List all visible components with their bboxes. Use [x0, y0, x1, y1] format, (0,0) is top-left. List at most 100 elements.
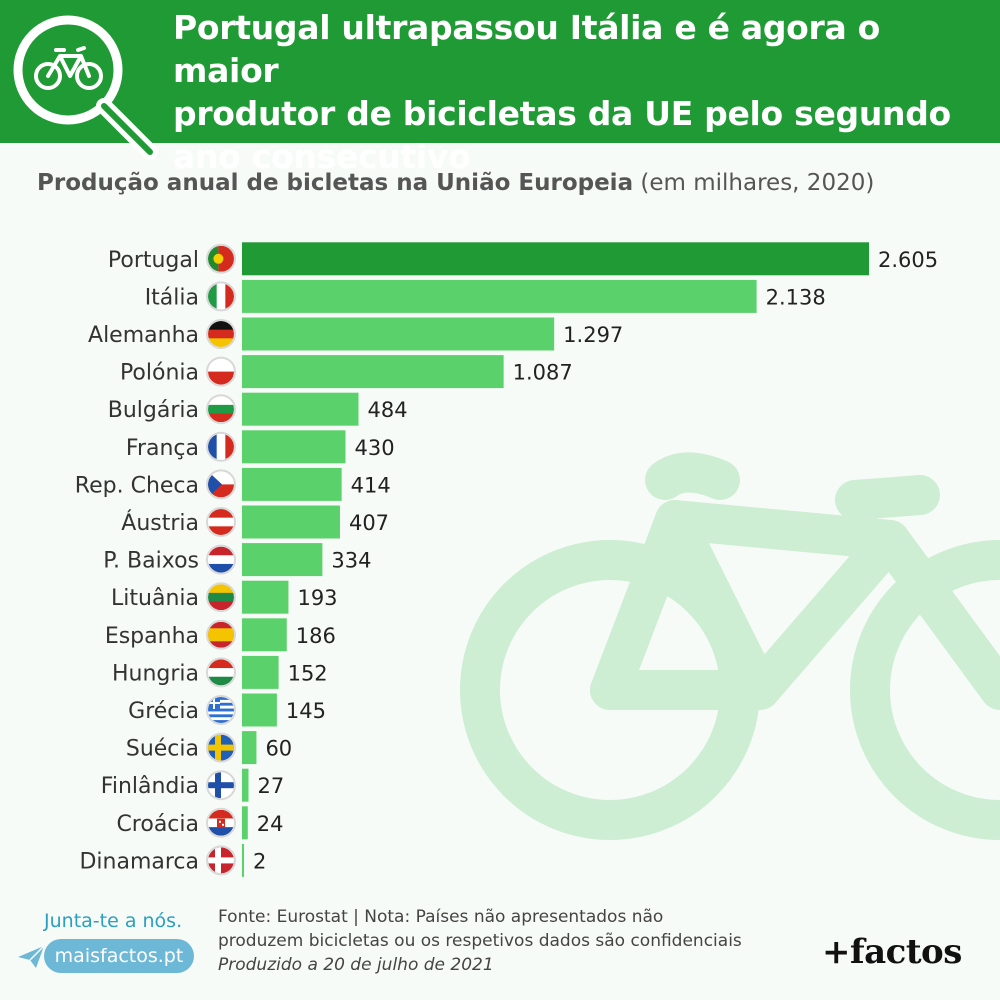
- flag-border: [206, 319, 236, 349]
- flag-border: [206, 732, 236, 763]
- value-label: 60: [265, 737, 292, 761]
- flag-border: [206, 657, 236, 688]
- category-label: Croácia: [116, 812, 199, 837]
- bar-germany: [242, 317, 555, 351]
- produced-date: Produzido a 20 de julho de 2021: [218, 955, 494, 975]
- flag-border: [206, 431, 236, 462]
- value-label: 407: [349, 511, 389, 535]
- austria-flag-icon: [208, 509, 234, 535]
- value-label: 2.138: [766, 285, 826, 309]
- category-label: Hungria: [112, 661, 199, 686]
- value-label: 334: [331, 549, 371, 573]
- site-link[interactable]: maisfactos.pt: [44, 939, 194, 973]
- category-label: Alemanha: [88, 323, 199, 348]
- category-label: Suécia: [126, 737, 199, 762]
- headline-line-1: Portugal ultrapassou Itália e é agora o …: [173, 8, 881, 90]
- value-label: 186: [296, 624, 336, 648]
- source-note: Fonte: Eurostat | Nota: Países não apres…: [218, 905, 818, 977]
- value-label: 24: [257, 812, 284, 836]
- portugal-flag-icon: [208, 245, 234, 272]
- bar-portugal: [242, 242, 869, 276]
- greece-flag-icon: [208, 697, 234, 723]
- join-text: Junta-te a nós.: [44, 910, 183, 932]
- bar-italy: [242, 279, 757, 313]
- chart-title: Produção anual de bicletas na União Euro…: [37, 170, 874, 196]
- category-label: França: [126, 436, 199, 461]
- croatia-flag-icon: [208, 809, 234, 836]
- bar-greece: [242, 693, 277, 727]
- bar-spain: [242, 618, 287, 652]
- bar-sweden: [242, 731, 257, 765]
- poland-flag-icon: [208, 358, 234, 385]
- category-label: Lituânia: [111, 586, 199, 611]
- category-label: Dinamarca: [79, 849, 199, 874]
- flag-border: [206, 619, 236, 650]
- flag-border: [206, 281, 236, 312]
- denmark-flag-icon: [208, 847, 234, 874]
- value-label: 145: [286, 699, 326, 723]
- flag-border: [206, 544, 236, 575]
- category-label: Grécia: [128, 699, 199, 724]
- flag-border: [206, 507, 236, 537]
- bar-denmark: [242, 843, 244, 877]
- hungary-flag-icon: [208, 659, 234, 686]
- spain-flag-icon: [208, 621, 234, 648]
- background-bicycle-icon: [460, 452, 1000, 840]
- category-label: Rep. Checa: [75, 473, 199, 498]
- sweden-flag-icon: [208, 734, 234, 761]
- italy-flag-icon: [208, 283, 234, 310]
- value-label: 2.605: [878, 248, 938, 272]
- value-label: 193: [297, 586, 337, 610]
- value-label: 27: [257, 774, 284, 798]
- source-line-1: Fonte: Eurostat | Nota: Países não apres…: [218, 907, 664, 927]
- bar-netherlands: [242, 543, 323, 577]
- category-label: Itália: [145, 285, 199, 310]
- flag-border: [206, 356, 236, 387]
- category-label: Finlândia: [101, 774, 199, 799]
- value-label: 414: [351, 473, 391, 497]
- bar-france: [242, 430, 346, 464]
- bar-lithuania: [242, 580, 289, 614]
- category-label: Portugal: [108, 248, 199, 273]
- value-label: 1.297: [563, 323, 623, 347]
- headline-line-3: ano consecutivo: [173, 137, 471, 176]
- bar-bulgaria: [242, 392, 359, 426]
- netherlands-flag-icon: [208, 546, 234, 573]
- flag-border: [206, 394, 236, 425]
- finland-flag-icon: [208, 772, 234, 799]
- value-label: 2: [253, 849, 266, 873]
- lithuania-flag-icon: [208, 584, 234, 611]
- category-label: Áustria: [121, 510, 199, 536]
- bar-austria: [242, 505, 340, 539]
- bar-finland: [242, 768, 249, 802]
- czech-republic-flag-icon: [208, 471, 234, 498]
- flag-border: [206, 243, 236, 274]
- bar-chart: Portugal 2.605 Itália 2.138 Alemanha 1.297 Pol…: [75, 242, 938, 877]
- germany-flag-icon: [208, 321, 234, 347]
- paper-plane-icon: [18, 945, 45, 968]
- france-flag-icon: [208, 433, 234, 460]
- bicycle-magnifier-icon: [13, 15, 158, 160]
- flag-border: [206, 582, 236, 613]
- category-label: Espanha: [105, 624, 199, 649]
- flag-border: [206, 770, 236, 801]
- category-label: P. Baixos: [103, 549, 199, 574]
- brand-logo: +factos: [822, 932, 962, 972]
- chart-title-note: (em milhares, 2020): [640, 170, 875, 196]
- bar-hungary: [242, 655, 279, 689]
- bar-czech-republic: [242, 467, 342, 501]
- bar-croatia: [242, 806, 248, 840]
- flag-border: [206, 845, 236, 876]
- source-line-2: produzem bicicletas ou os respetivos dad…: [218, 931, 742, 951]
- bulgaria-flag-icon: [208, 396, 234, 423]
- flag-border: [206, 695, 236, 725]
- headline-line-2: produtor de bicicletas da UE pelo segund…: [173, 94, 951, 133]
- category-label: Polónia: [120, 361, 199, 386]
- flag-border: [206, 807, 236, 838]
- header-banner: Portugal ultrapassou Itália e é agora o …: [0, 0, 1000, 176]
- bar-poland: [242, 355, 504, 389]
- value-label: 484: [367, 398, 407, 422]
- chart-title-main: Produção anual de bicletas na União Euro…: [37, 170, 634, 196]
- headline: Portugal ultrapassou Itália e é agora o …: [173, 6, 973, 178]
- value-label: 1.087: [513, 361, 573, 385]
